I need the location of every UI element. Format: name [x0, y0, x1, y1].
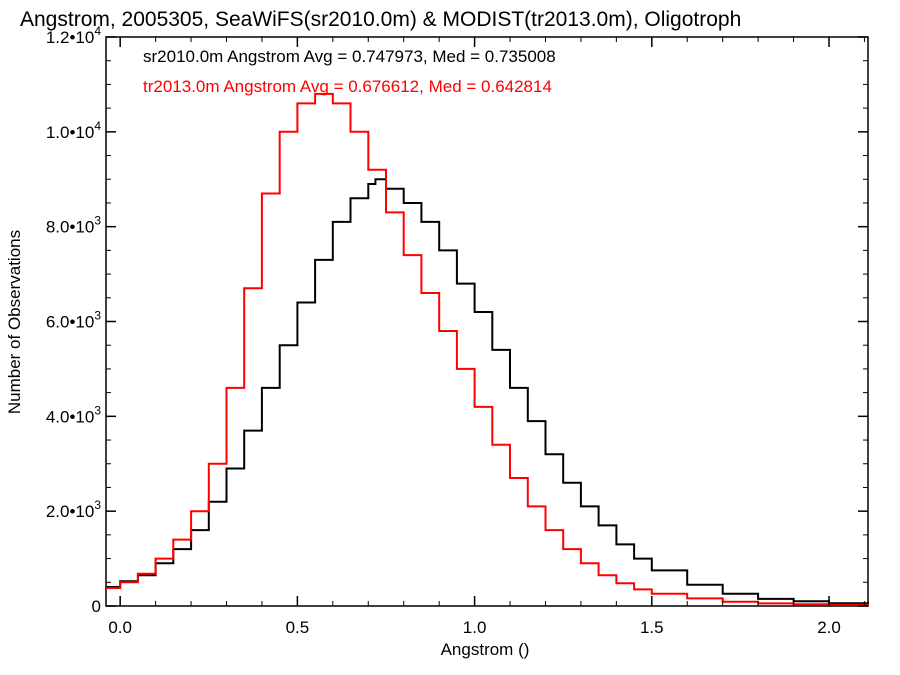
- x-axis-ticks: 0.0 0.5 1.0 1.5 2.0: [108, 37, 865, 637]
- x-tick-label: 2.0: [817, 618, 841, 637]
- series-line-sr2010.0m: [106, 178, 869, 605]
- x-tick-label: 0.5: [286, 618, 310, 637]
- series-layer: [106, 92, 869, 606]
- plot-border: [105, 36, 869, 607]
- x-axis-label: Angstrom (): [441, 640, 530, 659]
- legend-entry-sr2010: sr2010.0m Angstrom Avg = 0.747973, Med =…: [143, 47, 556, 66]
- y-tick-label: 8.0•103: [46, 214, 102, 237]
- x-tick-label: 0.0: [108, 618, 132, 637]
- y-tick-label: 0: [92, 597, 101, 616]
- y-axis-label: Number of Observations: [5, 230, 24, 414]
- x-tick-label: 1.5: [640, 618, 664, 637]
- y-tick-label: 1.2•104: [46, 24, 102, 47]
- legend-entry-tr2013: tr2013.0m Angstrom Avg = 0.676612, Med =…: [143, 77, 552, 96]
- y-tick-label: 6.0•103: [46, 309, 102, 332]
- y-tick-label: 2.0•103: [46, 498, 102, 521]
- y-tick-label: 1.0•104: [46, 119, 102, 142]
- series-line-tr2013.0m: [106, 92, 869, 606]
- chart-title: Angstrom, 2005305, SeaWiFS(sr2010.0m) & …: [20, 8, 741, 31]
- y-tick-label: 4.0•103: [46, 403, 102, 426]
- plot-frame: [105, 36, 869, 607]
- y-axis-ticks: 0 2.0•103 4.0•103 6.0•103 8.0•103 1.0•104 1.2•…: [46, 24, 868, 616]
- x-tick-label: 1.0: [463, 618, 487, 637]
